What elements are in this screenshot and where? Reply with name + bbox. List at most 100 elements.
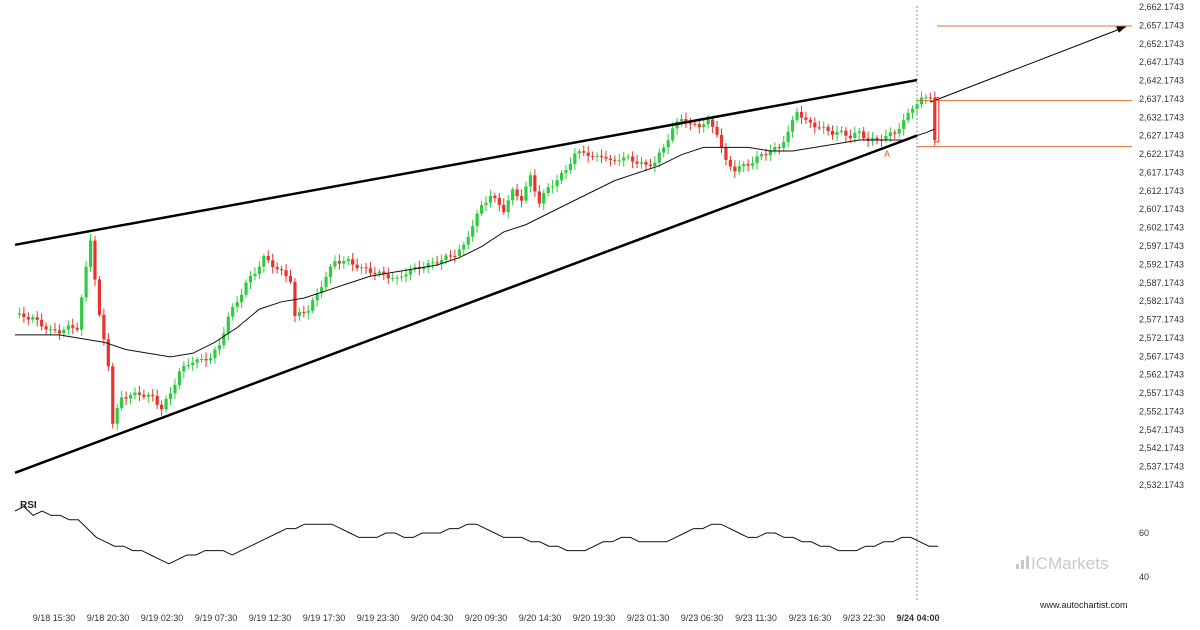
candle-body <box>835 131 839 135</box>
candles <box>17 91 937 431</box>
candle-body <box>884 135 888 141</box>
price-tick-label: 2,597.1743 <box>1139 241 1184 251</box>
candle-body <box>479 205 484 214</box>
candle-body <box>200 358 204 360</box>
rsi-level-label: 60 <box>1139 528 1149 538</box>
candle-body <box>893 132 897 134</box>
candle-body <box>280 269 284 271</box>
candle-body <box>551 186 555 188</box>
candle-body <box>782 142 786 148</box>
candle-body <box>653 162 657 166</box>
candle-body <box>426 263 430 268</box>
price-tick-label: 2,642.1743 <box>1139 76 1184 86</box>
candle-body <box>759 154 764 157</box>
price-tick-label: 2,622.1743 <box>1139 149 1184 159</box>
candle-body <box>346 259 350 262</box>
candle-body <box>133 392 137 396</box>
candle-body <box>435 262 439 264</box>
candle-body <box>111 366 115 424</box>
candle-body <box>857 131 861 133</box>
candle-body <box>182 365 186 372</box>
candle-body <box>515 189 519 197</box>
candle-body <box>750 163 755 166</box>
candle-body <box>439 259 444 264</box>
candle-body <box>577 151 581 154</box>
candle-body <box>448 255 453 257</box>
candle-body <box>377 271 381 274</box>
candle-body <box>853 132 857 138</box>
candle-body <box>368 268 373 273</box>
price-tick-label: 2,562.1743 <box>1139 370 1184 380</box>
candle-body <box>644 162 648 165</box>
price-tick-label: 2,612.1743 <box>1139 186 1184 196</box>
wedge-support-line <box>14 134 918 474</box>
time-tick-label: 9/23 16:30 <box>789 613 832 623</box>
candle-body <box>462 244 466 250</box>
candle-body <box>248 276 253 283</box>
candle-body <box>297 312 301 316</box>
candle-body <box>457 249 461 257</box>
forecast-arrow-head <box>1115 25 1126 33</box>
candle-body <box>724 147 728 160</box>
price-tick-label: 2,542.1743 <box>1139 443 1184 453</box>
price-tick-label: 2,552.1743 <box>1139 406 1184 416</box>
candle-body <box>746 164 750 166</box>
candle-body <box>342 261 346 264</box>
candle-body <box>875 137 879 140</box>
candle-body <box>337 261 341 264</box>
candle-body <box>790 119 795 132</box>
candle-body <box>155 395 159 405</box>
candle-body <box>862 131 866 139</box>
candle-body <box>719 134 724 148</box>
candle-body <box>830 130 835 135</box>
candle-body <box>635 161 639 164</box>
candle-body <box>773 147 777 152</box>
candle-body <box>915 104 919 109</box>
candle-body <box>839 130 844 132</box>
candle-body <box>599 155 604 157</box>
candle-body <box>271 260 275 268</box>
candle-body <box>88 240 93 267</box>
time-axis: 9/18 15:30 9/18 20:30 9/19 02:30 9/19 07:30… <box>33 613 940 623</box>
rsi-label: RSI <box>20 500 37 511</box>
time-tick-label: 9/20 09:30 <box>465 613 508 623</box>
rsi-panel: RSI 60 40 <box>14 500 1149 582</box>
time-tick-label: 9/20 19:30 <box>573 613 616 623</box>
candle-body <box>848 135 852 138</box>
price-tick-label: 2,647.1743 <box>1139 57 1184 67</box>
candle-body <box>164 398 168 410</box>
candle-body <box>697 123 701 128</box>
wedge-pattern: A <box>14 25 1132 474</box>
candle-body <box>693 123 697 125</box>
candle-body <box>662 147 666 153</box>
candle-body <box>613 159 617 161</box>
candle-body <box>537 191 541 204</box>
candle-body <box>84 266 88 298</box>
price-tick-label: 2,662.1743 <box>1139 2 1184 12</box>
price-tick-label: 2,577.1743 <box>1139 315 1184 325</box>
sma-line <box>15 128 935 358</box>
candle-body <box>511 189 515 201</box>
candle-body <box>608 158 613 160</box>
candle-body <box>115 408 119 424</box>
candle-body <box>493 195 497 198</box>
candle-body <box>711 119 715 127</box>
candle-body <box>484 202 488 206</box>
candle-body <box>546 187 550 194</box>
candle-body <box>142 394 146 397</box>
candle-body <box>40 319 44 327</box>
candle-body <box>355 264 359 269</box>
price-tick-label: 2,602.1743 <box>1139 223 1184 233</box>
candle-body <box>453 256 457 258</box>
candle-body <box>706 119 710 125</box>
candle-body <box>137 392 142 395</box>
candle-body <box>666 140 670 148</box>
price-tick-label: 2,652.1743 <box>1139 39 1184 49</box>
candle-body <box>822 126 826 128</box>
rsi-line <box>14 505 938 565</box>
price-tick-label: 2,587.1743 <box>1139 278 1184 288</box>
time-tick-label: 9/19 23:30 <box>357 613 400 623</box>
time-tick-label: 9/24 04:00 <box>896 613 939 623</box>
candle-body <box>808 119 812 123</box>
candle-body <box>622 157 626 161</box>
